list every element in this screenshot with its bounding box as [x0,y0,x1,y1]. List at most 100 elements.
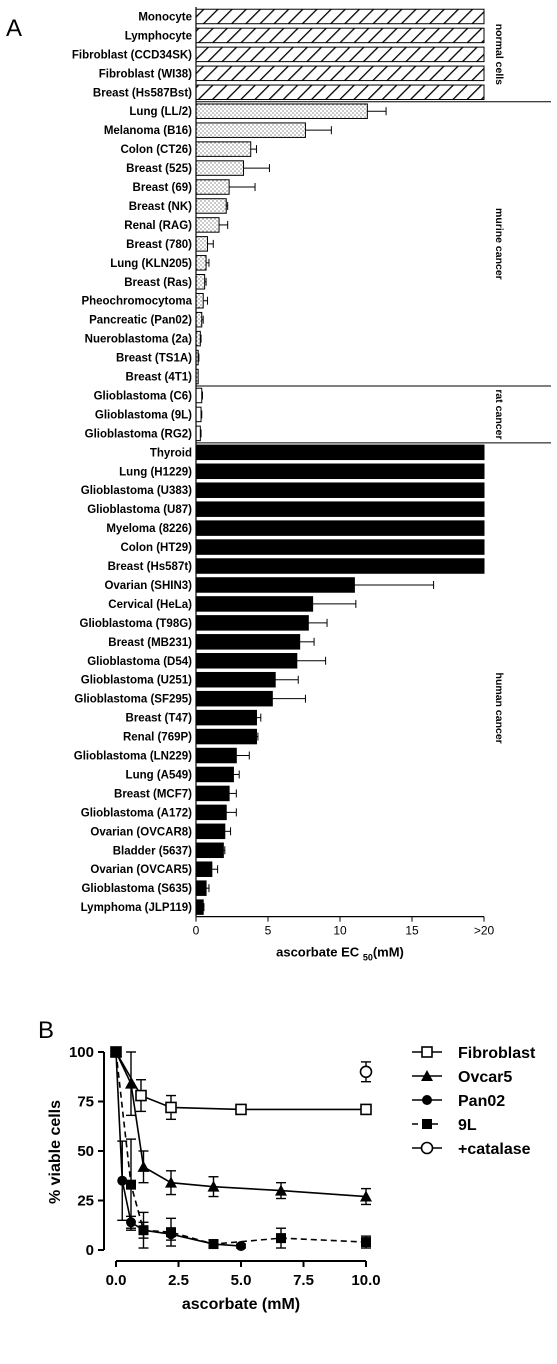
legend-marker [421,1070,433,1081]
bar-label: Colon (CT26) [120,144,192,156]
bar [195,84,485,101]
bar [195,823,226,840]
group-label: rat cancer [493,389,505,439]
legend-marker [421,1046,433,1058]
data-point [165,1101,177,1114]
bar [195,8,485,25]
bar-chart-a: Monocyte Lymphocyte Fibroblast (CCD34SK) Fi… [72,7,551,963]
bar-label: Lymphocyte [125,30,192,42]
bar [195,520,485,536]
bar-label: Breast (T47) [126,713,193,725]
bar [195,122,306,138]
y-tick-label: 100 [69,1044,94,1061]
bar [195,255,207,271]
x-axis-label: ascorbate (mM) [182,1296,300,1313]
bar-label: Ovarian (OVCAR8) [90,826,192,838]
bar [195,785,230,802]
series-line [115,1051,367,1198]
legend-label: +catalase [458,1141,531,1158]
bar [195,690,273,707]
bar-label: Breast (69) [133,182,193,194]
bar-label: Glioblastoma (A172) [81,807,192,819]
bar [195,274,206,290]
data-point [207,1180,220,1192]
bar-label: Bladder (5637) [113,845,192,857]
bar-label: Glioblastoma (S635) [81,883,192,895]
bar-label: Glioblastoma (U251) [81,675,192,687]
bar-label: Melanoma (B16) [104,125,192,137]
data-point [138,1225,149,1236]
data-point [360,1190,372,1202]
x-tick-label: 5.0 [231,1272,252,1289]
bar [195,198,227,214]
x-tick-label: 10.0 [351,1272,380,1289]
bar [195,615,309,631]
bar [195,141,252,157]
data-point [360,1103,372,1116]
legend-entry: Fibroblast [412,1045,536,1062]
legend-label: 9L [458,1117,477,1134]
legend-label: Pan02 [458,1093,505,1110]
group-label: murine cancer [493,208,505,280]
bar [195,634,301,650]
bar-label: Lung (A549) [126,769,193,781]
bar [195,728,257,745]
data-point [126,1179,136,1190]
series-line [115,1051,366,1111]
y-tick-label: 25 [77,1193,94,1210]
bar-label: Renal (769P) [123,732,192,744]
bar-label: Monocyte [138,11,192,23]
bar-label: Lung (KLN205) [110,258,192,270]
bar [195,236,209,252]
data-point [275,1184,287,1196]
y-axis-label: % viable cells [47,1100,64,1204]
bar [195,160,245,176]
bar-label: Breast (TS1A) [116,353,192,365]
bar [195,842,224,859]
bar-label: Colon (HT29) [120,542,192,554]
legend-entry: Pan02 [412,1093,505,1110]
bar-label: Breast (MCF7) [114,788,192,800]
bar [195,65,485,82]
bar [195,330,201,347]
series-ovcar5 [110,1046,372,1206]
x-tick-label: 0.0 [106,1272,127,1289]
bar-label: Lung (H1229) [119,466,192,478]
data-point [166,1227,176,1238]
bar [195,425,201,442]
bar-label: Breast (Hs587Bst) [93,87,192,99]
bar [195,653,298,669]
bar-label: Breast (MB231) [108,637,192,649]
legend-marker [420,1141,434,1155]
bar [195,482,485,498]
bar [195,311,203,328]
data-point [135,1089,147,1102]
bar [195,577,355,593]
bar [195,671,276,688]
bar-label: Cervical (HeLa) [108,599,192,611]
bar-label: Breast (780) [126,239,192,251]
bar-label: Glioblastoma (C6) [94,390,193,402]
group-label: human cancer [493,673,505,744]
series--catalase [359,1061,373,1083]
bar-label: Glioblastoma (U87) [87,504,192,516]
y-tick-label: 50 [77,1143,94,1160]
bar-label: Breast (Ras) [124,277,192,289]
bar [195,539,485,555]
bar-label: Breast (Hs587t) [108,561,193,573]
bar [195,406,202,423]
bar [195,179,230,195]
data-point [165,1176,177,1188]
x-tick-label: 2.5 [168,1272,189,1289]
bar [195,463,485,480]
legend-marker [422,1119,432,1129]
legend-entry: 9L [412,1117,477,1134]
bar-label: Fibroblast (WI38) [99,68,192,80]
bar [195,217,220,233]
bar-label: Breast (4T1) [126,372,193,384]
bar [195,501,485,517]
series-9l [111,1047,371,1250]
bar [195,387,203,404]
x-axis-label: ascorbate EC 50(mM) [276,945,404,963]
